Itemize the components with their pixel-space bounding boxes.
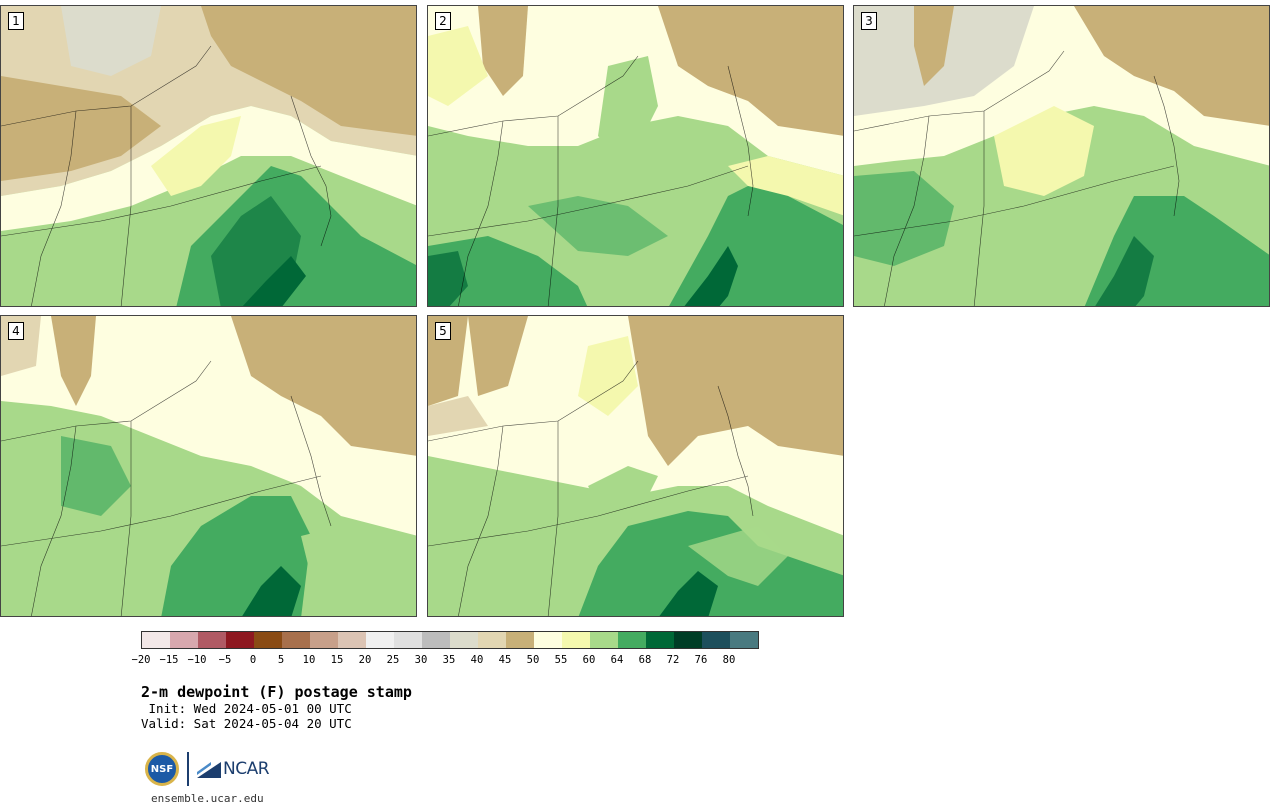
ensemble-member-panel-2: 2 [427, 5, 844, 307]
colorbar-tick-label: 80 [722, 654, 736, 666]
colorbar-tick-label: 5 [277, 654, 285, 666]
colorbar-tick-label: −5 [218, 654, 232, 666]
colorbar-swatch [618, 632, 646, 648]
colorbar-tick-label: −10 [187, 654, 207, 666]
panel-number: 1 [8, 12, 24, 30]
colorbar-swatch [702, 632, 730, 648]
colorbar-swatch [450, 632, 478, 648]
colorbar-swatch [142, 632, 170, 648]
colorbar-swatch [226, 632, 254, 648]
product-title: 2-m dewpoint (F) postage stamp [141, 683, 412, 701]
dewpoint-map [428, 316, 843, 616]
colorbar-swatch [674, 632, 702, 648]
logo-divider [187, 752, 189, 786]
colorbar-swatch [646, 632, 674, 648]
colorbar-tick-label: 55 [554, 654, 568, 666]
colorbar-swatch [562, 632, 590, 648]
colorbar-tick-labels: −20 −15 −10 −5 0 5 10 15 20 25 30 35 40 45 50 55 60 64 68 7… [132, 654, 781, 668]
site-url: ensemble.ucar.edu [151, 792, 264, 805]
valid-time: Valid: Sat 2024-05-04 20 UTC [141, 716, 352, 731]
ncar-logo-text: NCAR [223, 759, 270, 779]
ncar-mark-icon [197, 762, 221, 778]
nsf-logo-text: NSF [150, 763, 174, 775]
panel-number: 4 [8, 322, 24, 340]
dewpoint-map [428, 6, 843, 306]
sponsor-logos: NSF NCAR [145, 750, 270, 788]
colorbar-swatch [198, 632, 226, 648]
colorbar-swatch [254, 632, 282, 648]
colorbar-tick-label: −20 [131, 654, 151, 666]
colorbar-tick-label: 76 [694, 654, 708, 666]
colorbar-tick-label: 0 [249, 654, 257, 666]
colorbar-tick-label: 10 [302, 654, 316, 666]
colorbar-tick-label: −15 [159, 654, 179, 666]
dewpoint-map [854, 6, 1269, 306]
colorbar-tick-label: 40 [470, 654, 484, 666]
colorbar-swatch [394, 632, 422, 648]
panel-number: 2 [435, 12, 451, 30]
colorbar-swatch [590, 632, 618, 648]
colorbar-swatch [366, 632, 394, 648]
colorbar-tick-label: 20 [358, 654, 372, 666]
ensemble-member-panel-3: 3 [853, 5, 1270, 307]
colorbar-tick-label: 35 [442, 654, 456, 666]
ensemble-member-panel-5: 5 [427, 315, 844, 617]
colorbar-tick-label: 50 [526, 654, 540, 666]
colorbar-swatch [338, 632, 366, 648]
colorbar-tick-label: 30 [414, 654, 428, 666]
colorbar-tick-label: 25 [386, 654, 400, 666]
dewpoint-colorbar [141, 631, 759, 649]
colorbar-swatch [282, 632, 310, 648]
colorbar-tick-label: 15 [330, 654, 344, 666]
dewpoint-map [1, 316, 416, 616]
colorbar-tick-label: 72 [666, 654, 680, 666]
ensemble-member-panel-4: 4 [0, 315, 417, 617]
colorbar-swatch [422, 632, 450, 648]
colorbar-swatch [170, 632, 198, 648]
panel-number: 5 [435, 322, 451, 340]
colorbar-swatch [534, 632, 562, 648]
colorbar-tick-label: 45 [498, 654, 512, 666]
dewpoint-map [1, 6, 416, 306]
colorbar-swatch [478, 632, 506, 648]
colorbar-swatch [730, 632, 758, 648]
init-time: Init: Wed 2024-05-01 00 UTC [141, 701, 352, 716]
colorbar-swatch [506, 632, 534, 648]
colorbar-swatch [310, 632, 338, 648]
ensemble-member-panel-1: 1 [0, 5, 417, 307]
colorbar-tick-label: 68 [638, 654, 652, 666]
colorbar-tick-label: 60 [582, 654, 596, 666]
nsf-logo-icon: NSF [145, 752, 179, 786]
panel-number: 3 [861, 12, 877, 30]
colorbar-tick-label: 64 [610, 654, 624, 666]
